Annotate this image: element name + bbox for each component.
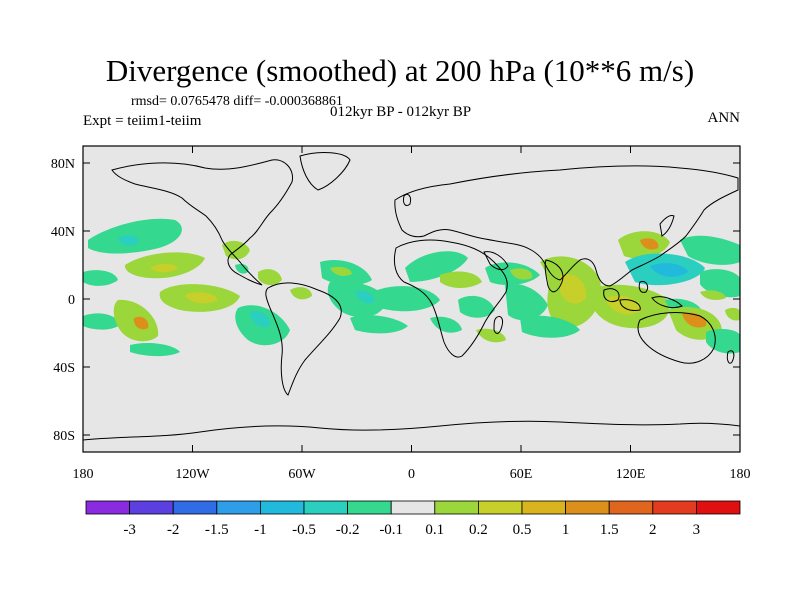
- x-tick-label: 180: [73, 467, 94, 482]
- colorbar: -3 -2 -1.5 -1 -0.5 -0.2 -0.1 0.1 0.2 0.5 1 1.5 2 3: [85, 500, 741, 538]
- y-tick-label: 40N: [51, 225, 75, 240]
- period-label: 012kyr BP - 012kyr BP: [330, 104, 472, 120]
- x-tick-label: 120W: [175, 467, 210, 482]
- x-tick-label: 0: [408, 467, 415, 482]
- anomaly-patch: [290, 287, 312, 300]
- anomaly-patch: [327, 280, 388, 318]
- anomaly-patch: [505, 283, 548, 321]
- colorbar-label: 1: [562, 522, 570, 538]
- anomaly-patch: [355, 290, 375, 304]
- colorbar-swatch: [521, 500, 566, 515]
- y-axis: 80N 40N 0 40S 80S: [51, 157, 740, 444]
- colorbar-swatch: [608, 500, 654, 515]
- anomaly-patch: [130, 342, 180, 357]
- anomaly-patch: [330, 266, 352, 276]
- anomaly-patch: [118, 235, 139, 246]
- y-tick-label: 80N: [51, 157, 75, 172]
- colorbar-label: -3: [123, 522, 136, 538]
- y-tick-label: 80S: [53, 429, 75, 444]
- colorbar-label: 0.2: [469, 522, 488, 538]
- colorbar-label: -0.2: [336, 522, 360, 538]
- season-label: ANN: [707, 110, 741, 126]
- colorbar-swatch: [85, 500, 130, 515]
- anomaly-patch: [83, 313, 120, 330]
- y-tick-label: 0: [68, 293, 75, 308]
- colorbar-label: -1: [254, 522, 267, 538]
- divergence-field: [83, 218, 740, 357]
- anomaly-patch: [440, 271, 482, 288]
- x-tick-label: 60E: [510, 467, 533, 482]
- y-tick-label: 40S: [53, 361, 75, 376]
- anomaly-patch: [680, 235, 740, 265]
- x-tick-label: 180: [730, 467, 751, 482]
- colorbar-swatch: [696, 500, 741, 515]
- colorbar-label: -2: [167, 522, 180, 538]
- anomaly-patch: [258, 269, 282, 286]
- colorbar-label: 0.1: [425, 522, 444, 538]
- plot-title: Divergence (smoothed) at 200 hPa (10**6 …: [105, 53, 695, 88]
- colorbar-label: -0.5: [292, 522, 316, 538]
- coastlines: [83, 152, 740, 441]
- anomaly-patch: [185, 292, 218, 304]
- anomaly-patch: [88, 218, 182, 254]
- anomaly-patch: [476, 328, 506, 343]
- anomaly-patch: [700, 290, 726, 300]
- x-tick-label: 60W: [288, 467, 316, 482]
- anomaly-patch: [405, 251, 468, 282]
- anomaly-patch: [650, 263, 688, 277]
- colorbar-label: 0.5: [513, 522, 532, 538]
- colorbar-label: 3: [693, 522, 701, 538]
- x-tick-label: 120E: [616, 467, 646, 482]
- colorbar-label: 1.5: [600, 522, 619, 538]
- anomaly-patch: [150, 263, 178, 273]
- colorbar-swatch: [477, 500, 523, 515]
- colorbar-swatch: [216, 500, 261, 515]
- experiment-label: Expt = teiim1-teiim: [83, 113, 202, 129]
- colorbar-swatch: [172, 500, 218, 515]
- anomaly-patch: [640, 238, 659, 250]
- anomaly-patch: [700, 269, 740, 298]
- colorbar-swatch: [303, 500, 348, 515]
- colorbar-label: -0.1: [379, 522, 403, 538]
- anomaly-patch: [235, 263, 249, 274]
- colorbar-swatch: [434, 500, 479, 515]
- x-axis: 180 120W 60W 0 60E 120E 180: [73, 146, 751, 482]
- colorbar-swatch: [390, 500, 436, 515]
- anomaly-patch: [725, 307, 740, 321]
- anomaly-patch: [133, 316, 149, 330]
- stats-label: rmsd= 0.0765478 diff= -0.000368861: [131, 94, 343, 109]
- colorbar-label: -1.5: [205, 522, 229, 538]
- colorbar-swatch: [347, 500, 392, 515]
- anomaly-patch: [510, 268, 533, 280]
- colorbar-swatch: [129, 500, 174, 515]
- anomaly-patch: [250, 310, 271, 328]
- anomaly-patch: [520, 315, 580, 338]
- anomaly-patch: [83, 270, 118, 286]
- anomaly-patch: [350, 315, 408, 334]
- colorbar-swatch: [652, 500, 697, 515]
- anomaly-patch: [458, 295, 495, 318]
- colorbar-swatch: [259, 500, 305, 515]
- colorbar-swatch: [565, 500, 610, 515]
- anomaly-patch: [560, 273, 587, 304]
- colorbar-label: 2: [649, 522, 657, 538]
